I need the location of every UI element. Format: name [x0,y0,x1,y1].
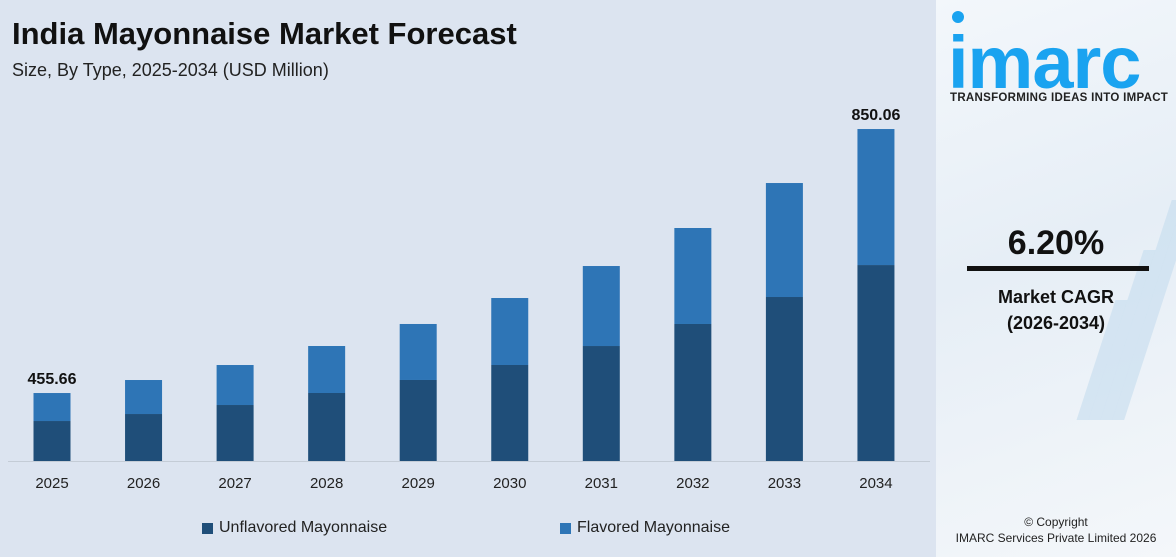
bar-unflavored-2032 [674,323,712,461]
bar-flavored-2032 [674,228,712,324]
x-tick-label: 2025 [35,475,68,492]
logo-text: imarc [948,21,1140,90]
bar-unflavored-2033 [765,297,803,461]
bar-flavored-2029 [399,323,437,380]
imarc-logo: imarc [948,11,1141,90]
legend-label-flavored: Flavored Mayonnaise [577,519,730,536]
bar-unflavored-2034 [857,265,895,461]
legend-item-flavored: Flavored Mayonnaise [560,519,730,537]
bar-unflavored-2027 [216,405,254,461]
cagr-period: (2026-2034) [1006,313,1106,333]
x-tick-label: 2030 [493,475,526,492]
info-sidebar: imarc TRANSFORMING IDEAS INTO IMPACT 6.2… [936,0,1176,557]
copyright: © Copyright IMARC Services Private Limit… [936,514,1176,546]
bar-unflavored-2031 [582,346,620,461]
bar-flavored-2031 [582,266,620,347]
bar-flavored-2033 [765,183,803,298]
chart-panel: India Mayonnaise Market Forecast Size, B… [8,16,930,537]
chart-title: India Mayonnaise Market Forecast [12,16,517,51]
x-tick-label: 2027 [218,475,251,492]
cagr-value: 6.20% [1007,224,1105,262]
tagline: TRANSFORMING IDEAS INTO IMPACT [950,92,1169,104]
cagr-label: Market CAGR [997,287,1115,307]
copyright-line-1: © Copyright [1024,515,1088,529]
x-tick-label: 2028 [310,475,343,492]
bar-unflavored-2025 [33,421,71,461]
legend-swatch-unflavored [202,522,213,534]
bar-flavored-2030 [491,298,529,365]
bar-unflavored-2029 [399,379,437,461]
legend-item-unflavored: Unflavored Mayonnaise [202,519,387,537]
cagr-label-block: Market CAGR (2026-2034) [936,284,1176,336]
bar-chart: 2025 455.66 2026 2027 2028 2029 2030 2031 2032 20… [8,107,930,492]
x-tick-label: 2031 [585,475,618,492]
data-label-2025: 455.66 [28,371,77,388]
chart-subtitle: Size, By Type, 2025-2034 (USD Million) [12,60,329,80]
copyright-line-2: IMARC Services Private Limited 2026 [955,531,1157,545]
bar-flavored-2034 [857,129,895,266]
bar-unflavored-2030 [491,364,529,461]
bar-flavored-2026 [125,380,163,415]
bar-flavored-2028 [308,346,346,393]
bar-unflavored-2026 [125,414,163,461]
x-tick-label: 2029 [402,475,435,492]
data-label-2034: 850.06 [851,107,900,124]
bar-flavored-2027 [216,365,254,406]
legend-label-unflavored: Unflavored Mayonnaise [219,519,388,536]
x-tick-label: 2026 [127,475,160,492]
legend-swatch-flavored [560,522,571,534]
x-tick-label: 2032 [676,475,709,492]
bar-unflavored-2028 [308,392,346,461]
x-tick-label: 2034 [859,475,892,492]
cagr-divider [967,266,1149,271]
bar-flavored-2025 [33,393,71,422]
x-tick-label: 2033 [768,475,801,492]
